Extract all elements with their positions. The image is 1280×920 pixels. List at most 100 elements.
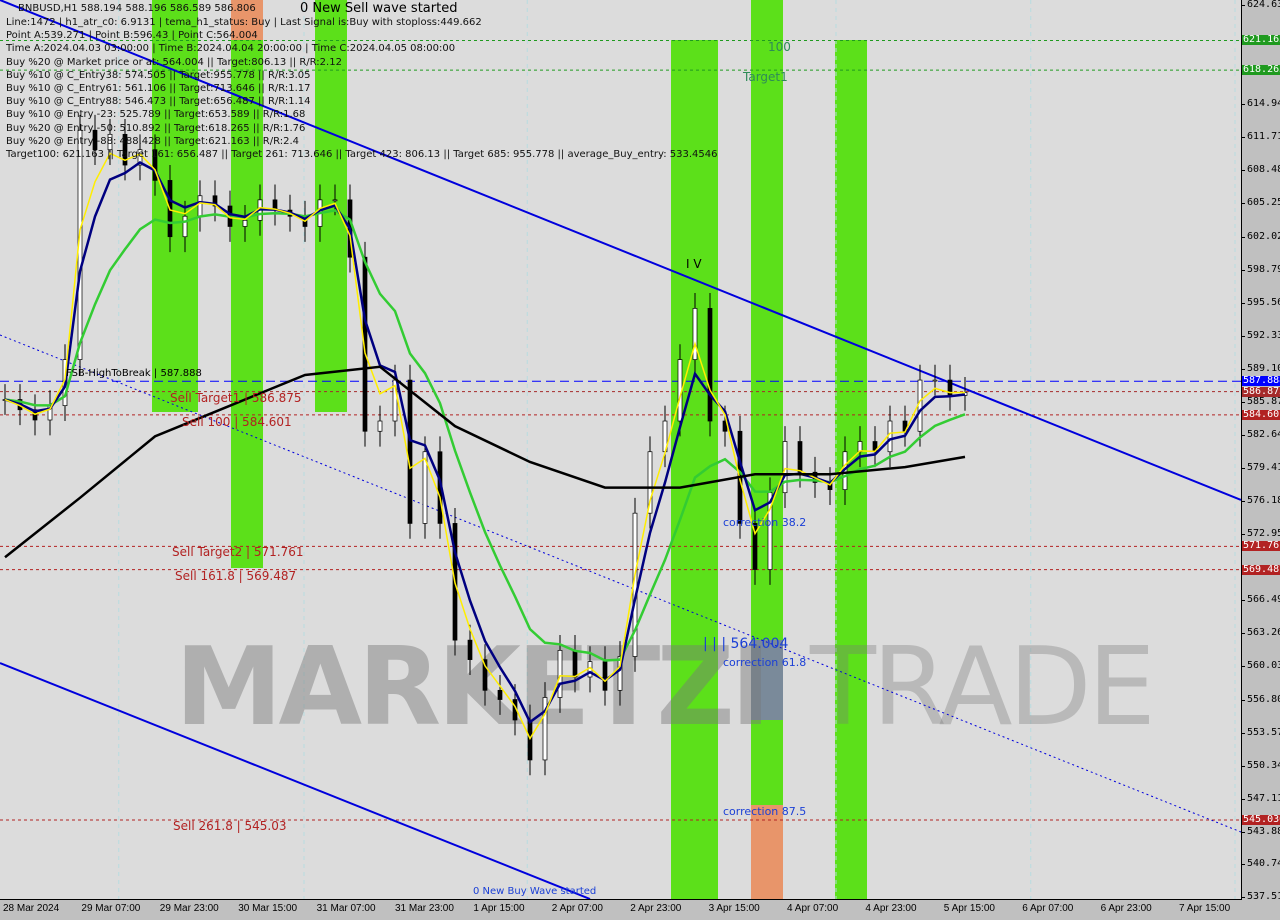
x-tick-label: 7 Apr 15:00	[1179, 903, 1231, 914]
x-tick-label: 29 Mar 23:00	[159, 903, 219, 914]
y-tick-label: 572.950	[1240, 529, 1280, 539]
orange-zone	[231, 0, 263, 40]
x-tick-label: 4 Apr 07:00	[787, 903, 839, 914]
x-tick-label: 6 Apr 07:00	[1022, 903, 1074, 914]
y-tick-label: 598.790	[1240, 264, 1280, 275]
y-tick-label: 605.250	[1240, 198, 1280, 208]
wave-iv-label: I V	[686, 257, 702, 271]
y-tick-label: 563.260	[1240, 628, 1280, 638]
info-line: Buy %20 @ Entry -88: 488.428 || Target:6…	[6, 135, 299, 147]
y-tick-label: 550.340	[1240, 760, 1280, 771]
green-zone	[231, 40, 263, 568]
candle	[182, 215, 188, 238]
y-tick-label: 618.265	[1242, 64, 1280, 76]
sell-wave-label: 0 New Sell wave started	[300, 1, 458, 16]
watermark-logo-trade: TRADE	[810, 625, 1156, 750]
candle	[617, 656, 623, 691]
green-zone	[671, 40, 718, 899]
correction-875-label: correction 87.5	[723, 805, 807, 818]
y-tick-label: 579.410	[1240, 463, 1280, 473]
x-tick-label: 29 Mar 07:00	[81, 903, 141, 914]
y-tick-label: 582.640	[1240, 429, 1280, 440]
info-line: Buy %10 @ C_Entry38: 574.505 || Target:9…	[6, 69, 311, 81]
candle	[647, 451, 653, 514]
y-tick-label: 553.570	[1240, 727, 1280, 738]
channel-mid-line	[0, 334, 1241, 833]
candle	[152, 149, 158, 181]
y-tick-label: 540.745	[1240, 858, 1280, 869]
candle	[332, 199, 338, 202]
channel-upper-line	[0, 0, 1241, 501]
info-line: Line:1472 | h1_atr_c0: 6.9131 | tema_h1_…	[6, 17, 482, 28]
y-tick-label: 543.880	[1240, 826, 1280, 837]
candle	[107, 133, 113, 151]
watermark-logo: MARKETZI	[175, 625, 771, 750]
candle	[917, 379, 923, 432]
candle	[212, 195, 218, 207]
info-line: Buy %10 @ C_Entry61: 561.106 || Target:7…	[6, 83, 311, 94]
y-tick-label: 547.110	[1240, 793, 1280, 804]
green-zone	[751, 0, 783, 899]
y-tick-label: 556.800	[1240, 694, 1280, 705]
info-line: Buy %20 @ Market price or at: 564.004 ||…	[6, 56, 342, 68]
candle	[482, 659, 488, 691]
y-tick-label: 545.030	[1242, 814, 1280, 826]
y-tick-label: 595.560	[1240, 297, 1280, 308]
x-tick-label: 2 Apr 07:00	[551, 903, 603, 914]
info-line: Buy %20 @ Entry -50: 510.892 || Target:6…	[6, 122, 306, 134]
candle	[242, 219, 248, 227]
candle	[137, 149, 143, 166]
y-tick-label: 621.163	[1242, 34, 1280, 46]
info-line: Point A:539.271 | Point B:596.43 | Point…	[6, 30, 258, 42]
candle	[407, 379, 413, 524]
chart-plot-area[interactable]: MARKETZI TRADE BNBUSD,H1 588.194 588.196…	[0, 0, 1242, 900]
candle	[797, 441, 803, 473]
y-tick-label: 592.330	[1240, 330, 1280, 341]
candle	[602, 661, 608, 691]
y-tick-label: 537.515	[1240, 892, 1280, 902]
y-tick-label: 624.630	[1240, 0, 1280, 10]
y-tick-label: 589.100	[1240, 363, 1280, 374]
sell-target1-label: Sell Target1 | 586.875	[170, 391, 302, 405]
y-tick-label: 560.030	[1240, 661, 1280, 671]
info-line: Buy %10 @ Entry -23: 525.789 || Target:6…	[6, 109, 306, 121]
y-tick-label: 585.870	[1240, 396, 1280, 407]
orange-zone	[751, 805, 783, 899]
x-tick-label: 28 Mar 2024	[3, 903, 60, 914]
x-tick-label: 30 Mar 15:00	[238, 903, 298, 914]
x-tick-label: 2 Apr 23:00	[630, 903, 682, 914]
candle	[932, 379, 938, 382]
candle	[467, 639, 473, 660]
candle	[692, 308, 698, 360]
y-tick-label: 586.875	[1242, 385, 1280, 397]
y-tick-label: 566.490	[1240, 595, 1280, 605]
candle	[782, 441, 788, 494]
candle	[527, 719, 533, 761]
level-100-label: 100	[768, 40, 791, 54]
candle	[362, 256, 368, 432]
sell-1618-label: Sell 161.8 | 569.487	[175, 569, 297, 583]
candle	[122, 133, 128, 166]
price-chart	[0, 0, 1241, 899]
candle	[92, 129, 98, 151]
candle	[542, 697, 548, 761]
y-tick-label: 587.888	[1242, 375, 1280, 387]
x-tick-label: 3 Apr 15:00	[708, 903, 760, 914]
candle	[557, 650, 563, 698]
channel-lower-line	[0, 662, 591, 899]
fsb-label: FSB-HighToBreak | 587.888	[66, 368, 202, 379]
x-tick-label: 5 Apr 15:00	[943, 903, 995, 914]
candle	[707, 308, 713, 422]
candle	[572, 650, 578, 678]
info-line: Time A:2024.04.03 03:00:00 | Time B:2024…	[6, 43, 456, 55]
symbol-line: BNBUSD,H1 588.194 588.196 586.589 586.80…	[18, 3, 256, 14]
correction-618-label: correction 61.8	[723, 656, 807, 669]
correction-382-label: correction 38.2	[723, 516, 807, 529]
sell-100-label: Sell 100 | 584.601	[182, 415, 292, 429]
x-tick-label: 6 Apr 23:00	[1100, 903, 1152, 914]
candle	[497, 689, 503, 700]
y-tick-label: 584.601	[1242, 408, 1280, 420]
y-tick-label: 571.761	[1242, 540, 1280, 552]
candle	[887, 420, 893, 453]
candle	[422, 451, 428, 524]
